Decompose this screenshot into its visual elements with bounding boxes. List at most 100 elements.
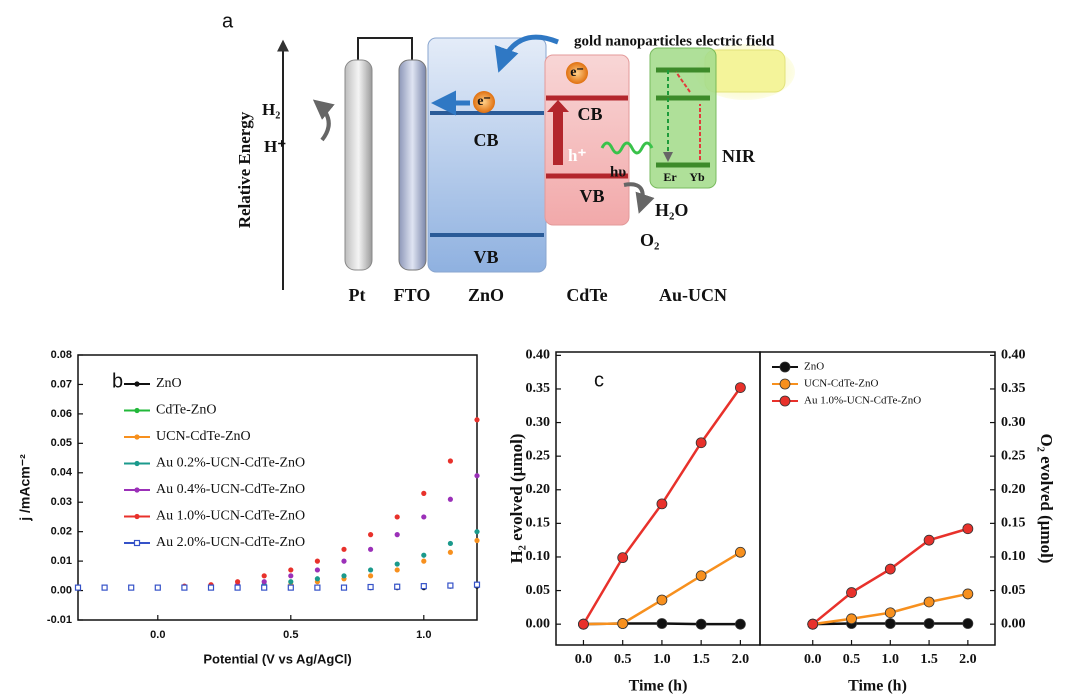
marker xyxy=(846,613,857,625)
x-tick-label: 0.0 xyxy=(804,652,822,667)
marker xyxy=(134,434,140,440)
x-tick-label: 2.0 xyxy=(959,652,977,667)
series-line xyxy=(583,551,742,626)
y-tick-label: 0.30 xyxy=(1001,415,1026,430)
marker xyxy=(134,381,140,387)
x-axis-label: Time (h) xyxy=(629,678,688,694)
marker xyxy=(134,487,140,493)
hole-label: h⁺ xyxy=(568,146,586,165)
marker xyxy=(846,587,857,598)
marker xyxy=(779,361,791,373)
marker xyxy=(447,540,453,547)
marker xyxy=(656,498,668,510)
marker xyxy=(962,588,974,600)
y-tick-label: -0.01 xyxy=(47,614,72,626)
plot-frame xyxy=(759,351,996,646)
marker xyxy=(288,573,294,579)
marker xyxy=(134,407,140,414)
marker xyxy=(394,514,400,520)
er-label: Er xyxy=(663,170,677,184)
marker xyxy=(368,567,374,573)
y-tick-label: 0.02 xyxy=(51,526,72,538)
y-tick-label: 0.10 xyxy=(526,549,551,564)
marker xyxy=(234,584,241,591)
y-tick-label: 0.15 xyxy=(526,516,551,531)
y-tick-label: 0.05 xyxy=(1001,583,1026,598)
marker xyxy=(734,382,746,394)
marker xyxy=(884,563,896,575)
marker xyxy=(101,584,108,591)
marker xyxy=(734,618,746,630)
y-tick-label: 0.06 xyxy=(51,408,72,420)
marker xyxy=(923,596,935,608)
y-tick-label: 0.35 xyxy=(1001,381,1026,396)
marker xyxy=(341,546,347,552)
panel-label: c xyxy=(594,369,604,391)
marker xyxy=(421,514,427,520)
marker xyxy=(341,558,347,564)
marker xyxy=(288,579,294,585)
marker xyxy=(473,581,481,588)
marker xyxy=(884,607,896,619)
marker xyxy=(394,583,401,590)
marker xyxy=(884,618,896,629)
marker xyxy=(314,567,320,573)
marker xyxy=(261,584,268,591)
marker xyxy=(207,584,215,591)
band-label: CB xyxy=(577,104,602,124)
glow-box xyxy=(704,49,786,93)
band-label: VB xyxy=(473,247,498,267)
y-tick-label: 0.40 xyxy=(526,348,551,363)
pt-electrode xyxy=(344,59,373,271)
marker xyxy=(133,539,141,547)
marker xyxy=(779,395,791,407)
marker xyxy=(474,537,480,544)
y-tick-label: 0.40 xyxy=(1001,348,1026,363)
photon-wave xyxy=(600,141,654,155)
legend-label: UCN-CdTe-ZnO xyxy=(156,429,251,444)
component-label: Pt xyxy=(349,285,366,305)
y-tick-label: 0.05 xyxy=(51,437,72,449)
marker xyxy=(695,570,707,582)
x-tick-label: 0.5 xyxy=(843,652,861,667)
marker xyxy=(474,529,480,535)
fto-electrode xyxy=(398,59,427,271)
marker xyxy=(367,583,374,591)
x-axis-label: Potential (V vs Ag/AgCl) xyxy=(203,651,351,666)
panel-label: b xyxy=(112,370,123,392)
x-tick-label: 2.0 xyxy=(732,652,750,667)
y-axis-label: j /mAcm⁻² xyxy=(17,454,33,522)
marker xyxy=(314,558,320,564)
legend-label: ZnO xyxy=(804,361,824,373)
o2-label: O₂ xyxy=(640,230,659,250)
electron-label: e⁻ xyxy=(570,65,584,80)
component-label: Au-UCN xyxy=(659,285,727,305)
electron xyxy=(473,91,495,113)
legend-label: UCN-CdTe-ZnO xyxy=(804,378,878,390)
axis-label: Relative Energy xyxy=(235,111,254,228)
marker xyxy=(474,417,480,423)
marker xyxy=(962,618,974,629)
chart: -0.01 0.00 0.01 0.02 0.03 0.04 0.05 0.06 0.07 0.0… xyxy=(17,349,481,666)
chart: 0.00 0.05 0.10 0.15 0.20 0.25 0.30 0.35 0.40 0.0 0… xyxy=(507,348,761,694)
y-tick-label: 0.35 xyxy=(526,381,551,396)
legend-label: ZnO xyxy=(156,376,182,391)
band-label: CB xyxy=(473,130,498,150)
marker xyxy=(695,437,707,449)
y-tick-label: 0.07 xyxy=(51,378,72,390)
legend-label: Au 1.0%-UCN-CdTe-ZnO xyxy=(156,509,305,524)
plot-frame xyxy=(77,354,478,621)
y-tick-label: 0.10 xyxy=(1001,549,1026,564)
band-label: VB xyxy=(579,186,604,206)
h2-arrow xyxy=(312,99,335,142)
marker xyxy=(368,573,374,579)
diagram: a Relative Energy gold nanoparticles ele… xyxy=(222,10,795,305)
marker xyxy=(420,583,427,590)
y-tick-label: 0.25 xyxy=(1001,448,1026,463)
photon-label: hυ xyxy=(610,164,626,180)
y-tick-label: 0.03 xyxy=(51,496,72,508)
marker xyxy=(341,573,347,579)
marker xyxy=(314,576,320,582)
o2-arrow xyxy=(623,182,655,214)
curved-arrow xyxy=(494,34,559,73)
